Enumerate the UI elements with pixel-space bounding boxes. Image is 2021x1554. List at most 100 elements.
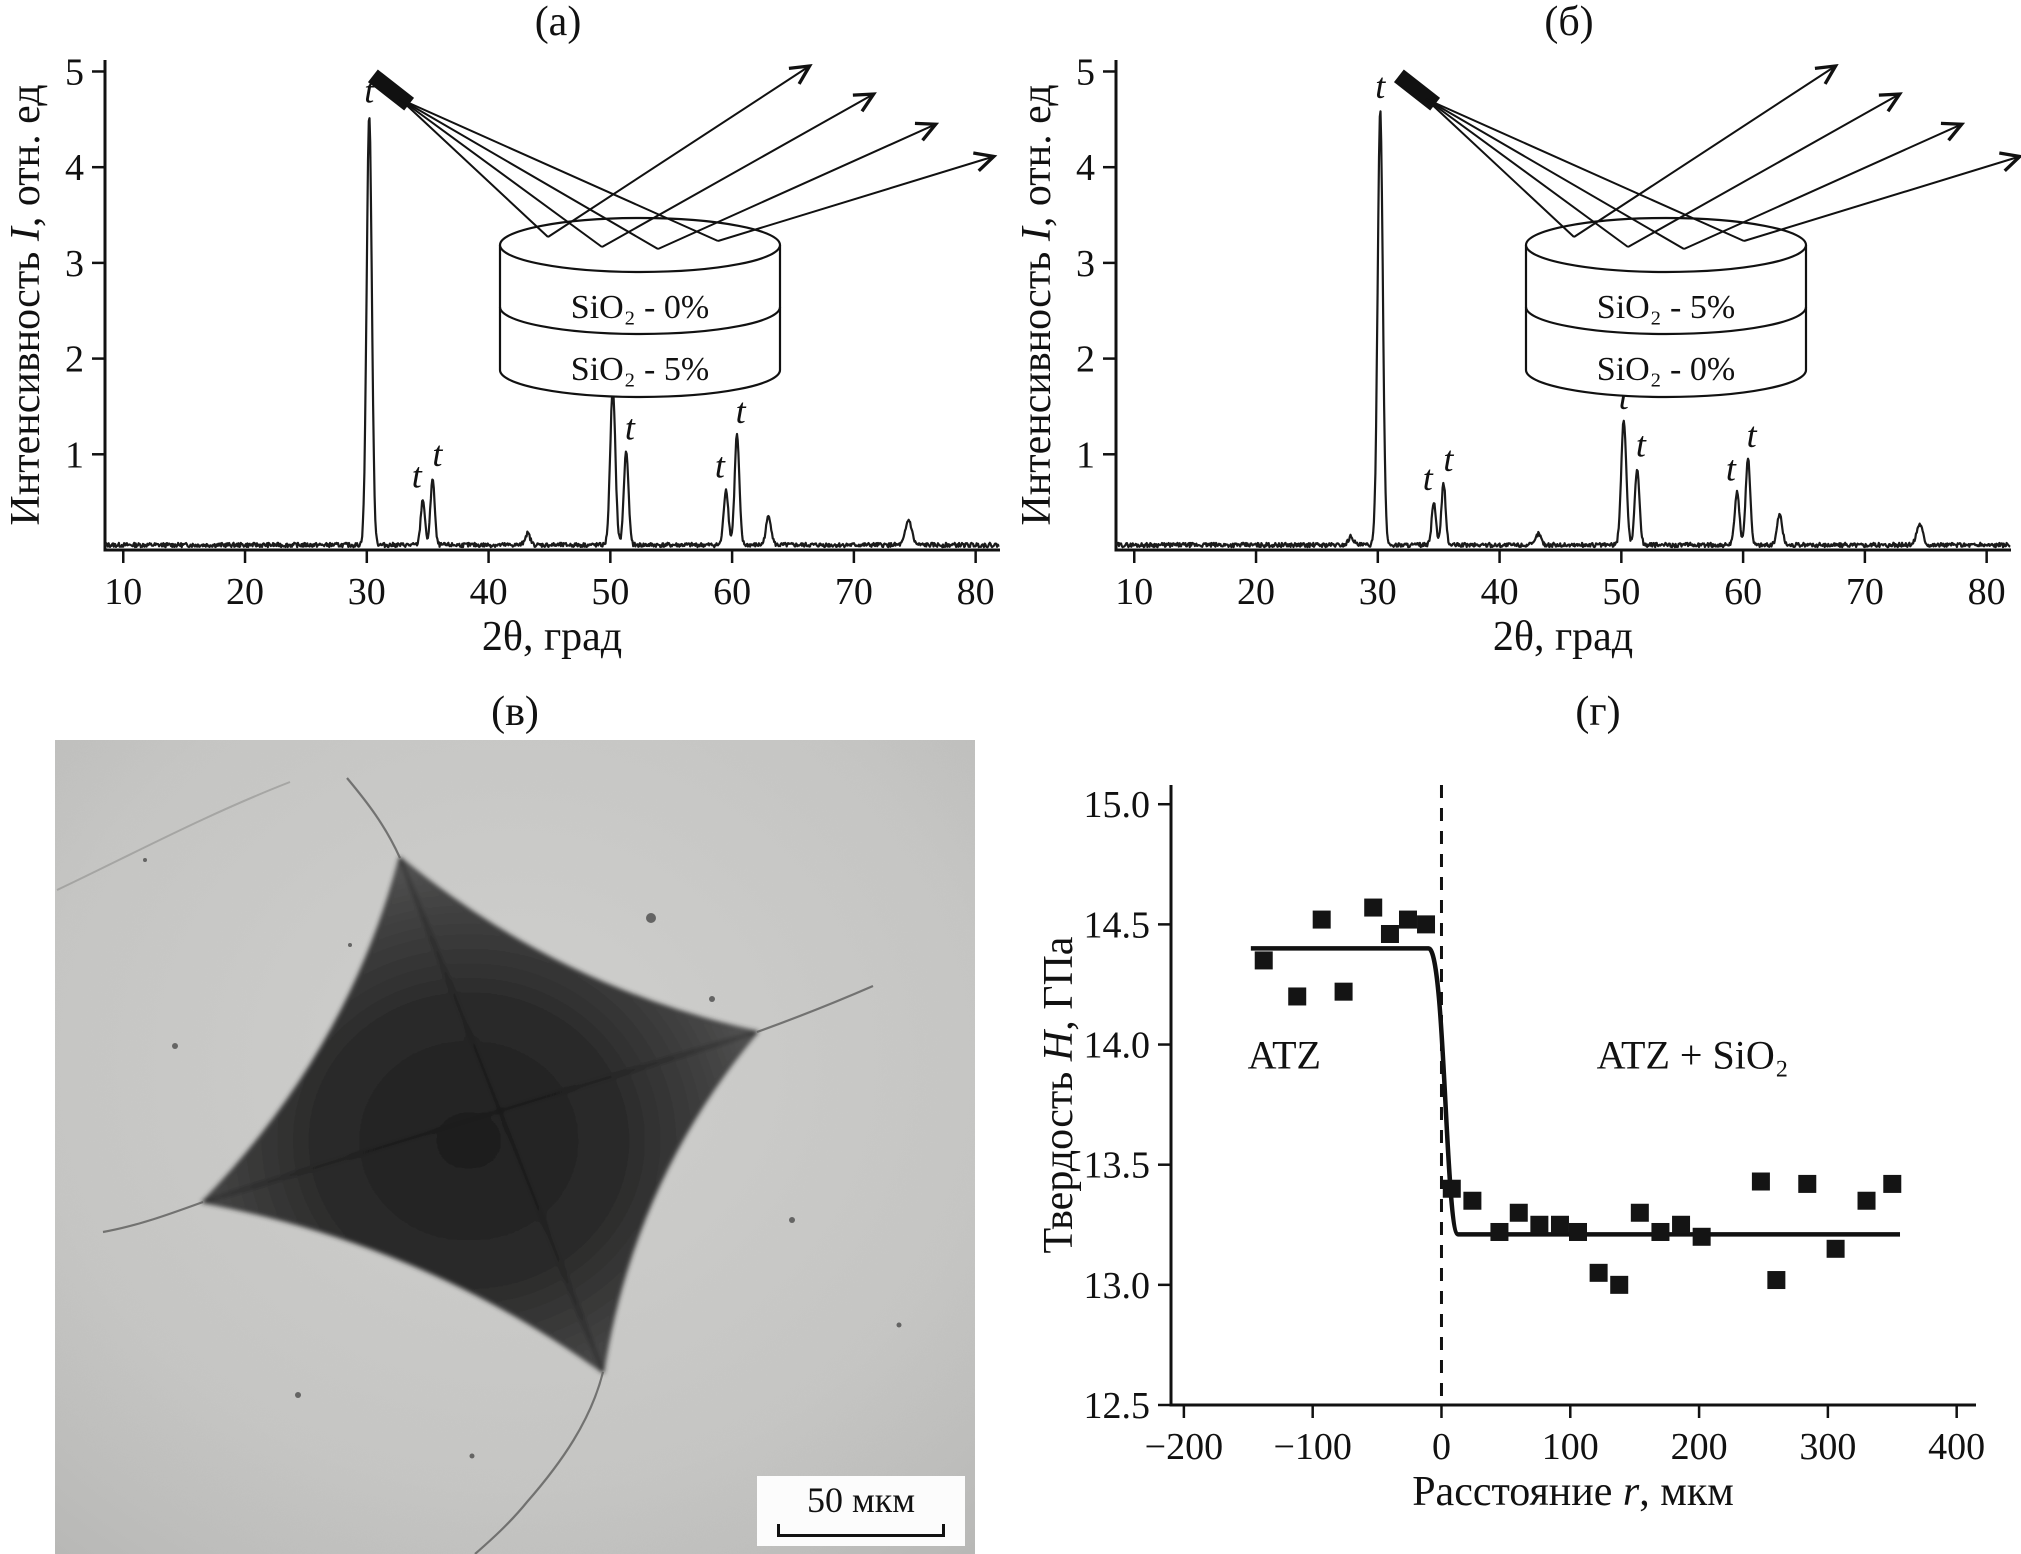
x-tick-label: 40 xyxy=(470,571,508,613)
x-tick-label: 50 xyxy=(1602,571,1640,613)
data-point-square xyxy=(1380,924,1399,943)
y-tick-label: 5 xyxy=(65,51,84,93)
x-axis-ticks: 10 20 30 40 50 60 70 80 xyxy=(1115,550,2006,613)
peak-label-t: t xyxy=(715,446,726,486)
data-point-square xyxy=(1651,1222,1670,1241)
y-title-var: I xyxy=(3,227,49,242)
data-point-square xyxy=(1417,915,1436,934)
data-point-square xyxy=(1254,951,1273,970)
scale-bar-label: 50 мкм xyxy=(806,1479,916,1520)
data-point-square xyxy=(1288,987,1307,1006)
incident-beam xyxy=(1425,98,1745,242)
peak-label-t: t xyxy=(1747,415,1758,455)
y-title-post: , ГПа xyxy=(1036,936,1082,1031)
diffracted-beam-arrow xyxy=(1743,157,2018,242)
panel-b-xrd: (б) 102030405060708012345tttttttSiO₂ - 5… xyxy=(1011,0,2021,665)
peak-label-t: t xyxy=(1636,425,1647,465)
y-tick-label: 13.5 xyxy=(1084,1145,1151,1187)
data-point-square xyxy=(1530,1215,1549,1234)
y-title-post: , отн. ед xyxy=(1014,84,1060,228)
data-point-square xyxy=(1630,1203,1649,1222)
x-tick-label: 300 xyxy=(1799,1426,1856,1468)
axes xyxy=(1169,785,1976,1407)
peak-label-t: t xyxy=(432,434,443,474)
diffracted-beam-arrow xyxy=(1627,95,1898,248)
peak-label-t: t xyxy=(736,391,747,431)
data-point-square xyxy=(1767,1271,1786,1290)
diffracted-beam-arrow xyxy=(547,67,808,238)
peak-label-t: t xyxy=(1375,66,1386,106)
diffracted-beam-arrow xyxy=(657,125,934,250)
sample-cylinder-body xyxy=(498,245,782,399)
axes xyxy=(103,60,1000,552)
step-fit-line xyxy=(1250,946,1901,1237)
data-point-square xyxy=(1798,1174,1817,1193)
panel-v-micrograph: 50 мкм xyxy=(55,740,975,1554)
y-axis-ticks: 12.5 13.0 13.5 14.0 14.5 15.0 xyxy=(1084,784,1171,1427)
data-point-square xyxy=(1364,898,1383,917)
y-axis-ticks: 1 2 3 4 5 xyxy=(65,51,105,476)
diffracted-beam-arrow xyxy=(601,95,872,248)
diffracted-beam-arrow xyxy=(1683,125,1960,250)
y-tick-label: 4 xyxy=(65,147,84,189)
x-tick-label: 60 xyxy=(1724,571,1762,613)
x-tick-label: 60 xyxy=(713,571,751,613)
data-point-square xyxy=(1463,1191,1482,1210)
sample-cylinder-top xyxy=(498,216,782,274)
top-layer-label: SiO₂ - 5% xyxy=(1597,289,1735,326)
peak-label-t: t xyxy=(1726,449,1737,489)
xrd-a-x-axis-title: 2θ, град xyxy=(481,614,623,660)
bottom-layer-label: SiO₂ - 0% xyxy=(1597,351,1735,388)
incident-beam xyxy=(399,98,603,248)
xrd-plot-b: 102030405060708012345tttttttSiO₂ - 5%SiO… xyxy=(1076,51,2021,613)
data-point-square xyxy=(1826,1239,1845,1258)
x-tick-label: 100 xyxy=(1542,1426,1599,1468)
y-tick-label: 5 xyxy=(1076,51,1095,93)
hardness-plot: −200 −100 0 100 200 300 400 12.5 13.0 13.5 14.0 14.… xyxy=(1084,784,1986,1468)
sample-cylinder-body xyxy=(1524,245,1808,399)
y-tick-label: 4 xyxy=(1076,147,1095,189)
diffracted-beam-arrow xyxy=(1573,67,1834,238)
y-title-pre: Интенсивность xyxy=(3,241,49,526)
data-point-square xyxy=(1442,1179,1461,1198)
peak-label-t: t xyxy=(625,407,636,447)
panel-v-label: (в) xyxy=(491,689,539,735)
y-title-pre: Твердость xyxy=(1036,1061,1082,1254)
data-point-square xyxy=(1883,1174,1902,1193)
xray-beam-schematic: SiO₂ - 5% SiO₂ - 0% xyxy=(1393,67,2018,399)
corner-cracks xyxy=(102,777,874,1554)
x-tick-label: 20 xyxy=(226,571,264,613)
peak-label-t: t xyxy=(1443,439,1454,479)
x-tick-label: 10 xyxy=(104,571,142,613)
data-point-square xyxy=(1334,982,1353,1001)
indentation-micrograph xyxy=(55,740,975,1554)
y-tick-label: 3 xyxy=(1076,243,1095,285)
x-tick-label: 70 xyxy=(1846,571,1884,613)
xray-beam-schematic: SiO₂ - 0% SiO₂ - 5% xyxy=(367,67,992,399)
y-tick-label: 2 xyxy=(1076,339,1095,381)
xrd-b-y-axis-title: Интенсивность I, отн. ед xyxy=(1013,84,1061,525)
peak-label-t: t xyxy=(412,455,423,495)
region-annotation: ATZ + SiO₂ xyxy=(1597,1033,1789,1078)
y-tick-label: 14.5 xyxy=(1084,904,1151,946)
x-title-var: r xyxy=(1622,1469,1640,1515)
data-point-square xyxy=(1569,1222,1588,1241)
xrd-b-x-axis-title: 2θ, град xyxy=(1492,614,1634,660)
x-axis-ticks: −200 −100 0 100 200 300 400 xyxy=(1145,1405,1985,1468)
axes xyxy=(1114,60,2011,552)
indent-diagonal xyxy=(202,1030,758,1204)
y-title-post: , отн. ед xyxy=(3,84,49,228)
panel-b-label: (б) xyxy=(1544,0,1594,45)
debris-specks xyxy=(143,858,902,1459)
y-axis-ticks: 1 2 3 4 5 xyxy=(1076,51,1116,476)
hardness-y-axis-title: Твердость H, ГПа xyxy=(1035,937,1083,1254)
incident-beam xyxy=(1425,98,1629,248)
diffractogram-curve xyxy=(104,117,1000,549)
incident-beam xyxy=(1425,98,1575,238)
data-point-square xyxy=(1589,1263,1608,1282)
x-tick-label: −100 xyxy=(1273,1426,1351,1468)
x-title-post: , мкм xyxy=(1639,1469,1734,1515)
bottom-layer-label: SiO₂ - 5% xyxy=(571,351,709,388)
layer-divider-line xyxy=(1524,306,1808,336)
